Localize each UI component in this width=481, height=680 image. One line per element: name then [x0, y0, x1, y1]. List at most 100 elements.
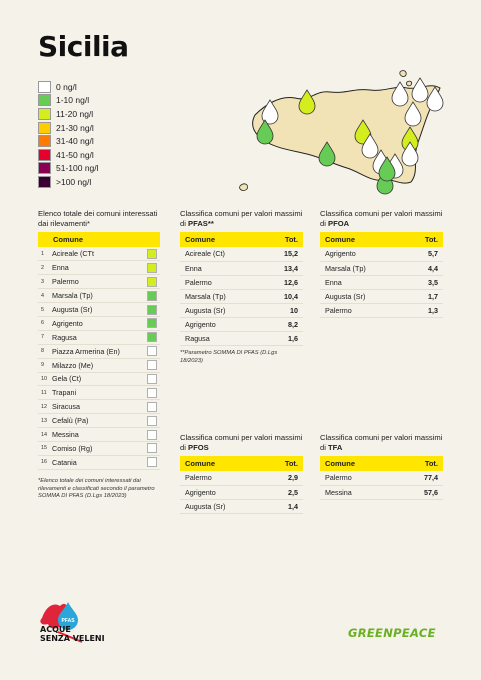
legend-label: 1-10 ng/l — [56, 95, 90, 106]
table-row: Messina 57,6 — [320, 485, 443, 500]
municipality-name: Augusta (Sr) — [320, 289, 405, 304]
row-number: 2 — [38, 260, 52, 276]
sicily-map — [239, 70, 444, 195]
municipality-name: Messina — [52, 427, 146, 442]
level-swatch — [147, 248, 157, 259]
pfoa-table: Comune Tot. Agrigento 5,7 Marsala (Tp) 4,4 E… — [320, 232, 443, 318]
table-row: 1 Acireale (CTt — [38, 247, 160, 262]
pfoa-col-tot: Tot. — [404, 232, 443, 247]
pfas-col-comune: Comune — [180, 232, 264, 247]
municipality-name: Agrigento — [180, 485, 265, 500]
table-row: 14 Messina — [38, 427, 160, 442]
location-drop-icon — [361, 133, 379, 159]
value-cell: 2,5 — [264, 485, 303, 500]
row-number: 7 — [38, 330, 52, 345]
value-cell: 1,7 — [404, 289, 443, 304]
table-row: 12 Siracusa — [38, 399, 160, 415]
table-row: 11 Trapani — [38, 385, 160, 401]
municipality-name: Agrigento — [180, 317, 264, 332]
legend-swatch — [38, 162, 51, 175]
value-cell: 8,2 — [263, 317, 303, 332]
legend-swatch — [38, 80, 51, 93]
municipality-name: Siracusa — [52, 399, 146, 415]
level-cell — [146, 316, 160, 331]
municipality-name: Gela (Ct) — [52, 372, 146, 387]
level-cell — [146, 302, 160, 317]
strike-line — [57, 631, 83, 643]
row-number: 12 — [38, 399, 52, 415]
pfoa-col-comune: Comune — [320, 232, 405, 247]
level-swatch — [147, 346, 157, 357]
row-number: 13 — [38, 413, 52, 429]
level-cell — [146, 288, 160, 304]
value-cell: 77,4 — [396, 471, 443, 486]
municipality-name: Enna — [52, 260, 146, 276]
acque-senza-veleni-logo: PFAS — [40, 602, 83, 643]
table-row: Palermo 1,3 — [320, 303, 443, 318]
row-number: 15 — [38, 441, 52, 456]
municipality-name: Enna — [320, 275, 405, 290]
level-swatch — [147, 429, 157, 440]
level-cell — [146, 413, 160, 429]
row-number: 14 — [38, 427, 52, 442]
row-number: 4 — [38, 288, 52, 304]
municipality-name: Enna — [180, 261, 264, 276]
value-cell: 1,4 — [264, 499, 303, 514]
level-swatch — [147, 332, 157, 343]
table-row: Augusta (Sr) 1,4 — [180, 499, 303, 514]
municipality-name: Trapani — [52, 385, 146, 401]
water-drop-icon — [58, 602, 78, 630]
level-cell — [146, 274, 160, 290]
legend-label: 41-50 ng/l — [56, 149, 94, 160]
legend-label: 51-100 ng/l — [56, 163, 99, 174]
value-cell: 4,4 — [404, 261, 443, 276]
municipalities-table: Comune 1 Acireale (CTt 2 Enna 3 Palermo 4 Marsa… — [38, 232, 160, 470]
value-cell: 15,2 — [263, 247, 303, 262]
row-number: 11 — [38, 385, 52, 401]
table-row: Enna 13,4 — [180, 261, 303, 276]
location-drop-icon — [354, 119, 372, 145]
legend-label: 21-30 ng/l — [56, 122, 94, 133]
row-number: 6 — [38, 316, 52, 331]
value-cell: 10,4 — [263, 289, 303, 304]
table-row: 5 Augusta (Sr) — [38, 302, 160, 317]
row-number: 8 — [38, 344, 52, 359]
pfos-col-tot: Tot. — [264, 456, 303, 471]
level-cell — [146, 358, 160, 373]
pfas-badge: PFAS — [61, 618, 75, 624]
pfas-footnote: **Parametro SOMMA DI PFAS (D.Lgs 18/2023… — [180, 350, 278, 364]
table-row: Ragusa 1,6 — [180, 331, 303, 346]
legend-label: 11-20 ng/l — [56, 108, 94, 119]
location-drop-icon — [391, 81, 409, 107]
row-number: 9 — [38, 358, 52, 373]
level-swatch — [147, 290, 157, 301]
table-row: Marsala (Tp) 4,4 — [320, 261, 443, 276]
municipality-name: Acireale (Ct) — [180, 247, 264, 262]
row-number: 10 — [38, 372, 52, 387]
location-drop-icon — [298, 89, 316, 115]
table-row: 10 Gela (Ct) — [38, 372, 160, 387]
value-cell: 12,6 — [263, 275, 303, 290]
level-cell — [146, 344, 160, 359]
value-cell: 1,3 — [404, 303, 443, 318]
list-header: Comune — [38, 232, 160, 247]
page-title: Sicilia — [38, 30, 129, 63]
level-swatch — [147, 387, 157, 398]
table-row: Agrigento 2,5 — [180, 485, 303, 500]
location-drop-icon — [376, 169, 394, 195]
table-row: Palermo 2,9 — [180, 471, 303, 486]
island-dot — [399, 70, 407, 77]
legend-item: 31-40 ng/l — [38, 134, 99, 148]
location-drop-icon — [411, 77, 429, 103]
municipality-name: Palermo — [180, 471, 265, 486]
legend-item: 1-10 ng/l — [38, 94, 99, 108]
greenpeace-logo: GREENPEACE — [348, 626, 436, 640]
municipality-name: Augusta (Sr) — [180, 303, 264, 318]
location-drop-icon — [318, 141, 336, 167]
brand-line-1: ACQUE — [40, 625, 71, 634]
municipality-name: Comiso (Rg) — [52, 441, 146, 456]
table-row: Augusta (Sr) 10 — [180, 303, 303, 318]
municipality-name: Palermo — [320, 303, 405, 318]
value-cell: 10 — [263, 303, 303, 318]
level-swatch — [147, 304, 157, 315]
